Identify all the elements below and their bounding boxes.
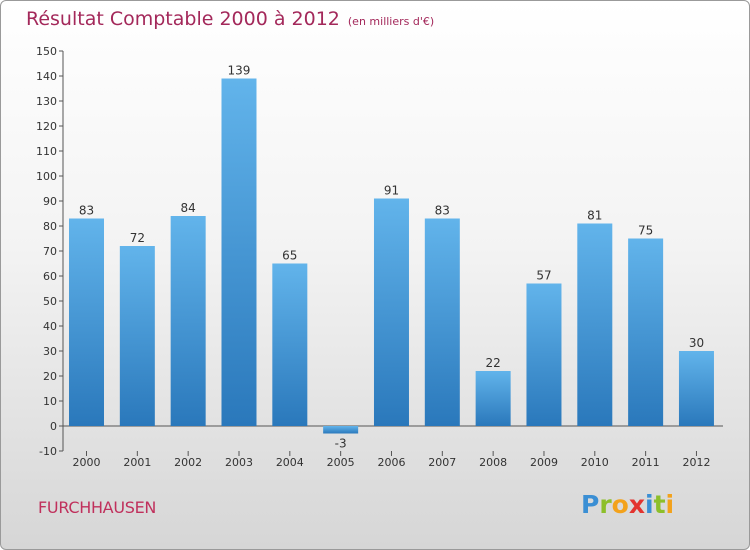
y-tick-label: 130 xyxy=(36,95,57,108)
logo-letter: P xyxy=(581,490,600,519)
y-tick-label: 30 xyxy=(43,345,57,358)
y-tick-label: 150 xyxy=(36,45,57,58)
bar xyxy=(526,283,562,426)
bar-value-label: 57 xyxy=(536,269,551,283)
commune-name: FURCHHAUSEN xyxy=(38,498,157,517)
x-tick-label: 2000 xyxy=(73,456,101,469)
bar-value-label: 22 xyxy=(485,356,500,370)
bar-value-label: 91 xyxy=(384,184,399,198)
x-tick-label: 2007 xyxy=(428,456,456,469)
chart-subtitle: (en milliers d'€) xyxy=(347,15,435,28)
logo-letter: o xyxy=(611,490,629,519)
bar xyxy=(628,238,664,426)
y-tick-label: 90 xyxy=(43,195,57,208)
bar xyxy=(69,218,104,426)
y-tick-label: 0 xyxy=(50,420,57,433)
bar-value-label: -3 xyxy=(335,437,347,451)
x-tick-label: 2009 xyxy=(530,456,558,469)
y-tick-label: 120 xyxy=(36,120,57,133)
x-tick-label: 2002 xyxy=(174,456,202,469)
bar xyxy=(475,371,511,426)
bar-value-label: 75 xyxy=(638,224,653,238)
y-tick-label: 50 xyxy=(43,295,57,308)
bar xyxy=(424,218,460,426)
x-tick-label: 2008 xyxy=(479,456,507,469)
bar xyxy=(323,426,359,434)
x-tick-label: 2003 xyxy=(225,456,253,469)
logo-letter: i xyxy=(645,490,654,519)
bar-value-label: 83 xyxy=(79,204,94,218)
x-tick-label: 2010 xyxy=(581,456,609,469)
bar-value-label: 81 xyxy=(587,209,602,223)
bar-value-label: 83 xyxy=(435,204,450,218)
bar-value-label: 65 xyxy=(282,249,297,263)
logo-letter: x xyxy=(628,490,645,519)
y-tick-label: 100 xyxy=(36,170,57,183)
x-tick-label: 2001 xyxy=(123,456,151,469)
y-tick-label: 40 xyxy=(43,320,57,333)
bar xyxy=(170,216,206,426)
bar xyxy=(272,263,308,426)
bar-value-label: 84 xyxy=(181,201,196,215)
y-tick-label: 80 xyxy=(43,220,57,233)
bar xyxy=(678,351,714,426)
x-tick-label: 2011 xyxy=(632,456,660,469)
y-tick-label: 60 xyxy=(43,270,57,283)
y-tick-label: 70 xyxy=(43,245,57,258)
bar xyxy=(119,246,155,426)
bar xyxy=(221,78,257,426)
bar xyxy=(577,223,613,426)
bar xyxy=(373,198,409,426)
bar-value-label: 72 xyxy=(130,231,145,245)
bar-value-label: 139 xyxy=(228,64,251,78)
x-tick-label: 2012 xyxy=(682,456,710,469)
logo-letter: t xyxy=(653,490,666,519)
logo-letter: i xyxy=(665,490,675,519)
proxiti-logo: Proxiti xyxy=(581,490,674,519)
logo-letter: r xyxy=(599,490,612,519)
y-tick-label: 140 xyxy=(36,70,57,83)
bar-value-label: 30 xyxy=(689,336,704,350)
y-tick-label: 110 xyxy=(36,145,57,158)
x-tick-label: 2004 xyxy=(276,456,304,469)
x-tick-label: 2006 xyxy=(377,456,405,469)
y-tick-label: 10 xyxy=(43,395,57,408)
y-tick-label: 20 xyxy=(43,370,57,383)
chart-title: Résultat Comptable 2000 à 2012 (en millie… xyxy=(26,8,435,30)
x-tick-label: 2005 xyxy=(327,456,355,469)
y-tick-label: -10 xyxy=(39,445,57,458)
